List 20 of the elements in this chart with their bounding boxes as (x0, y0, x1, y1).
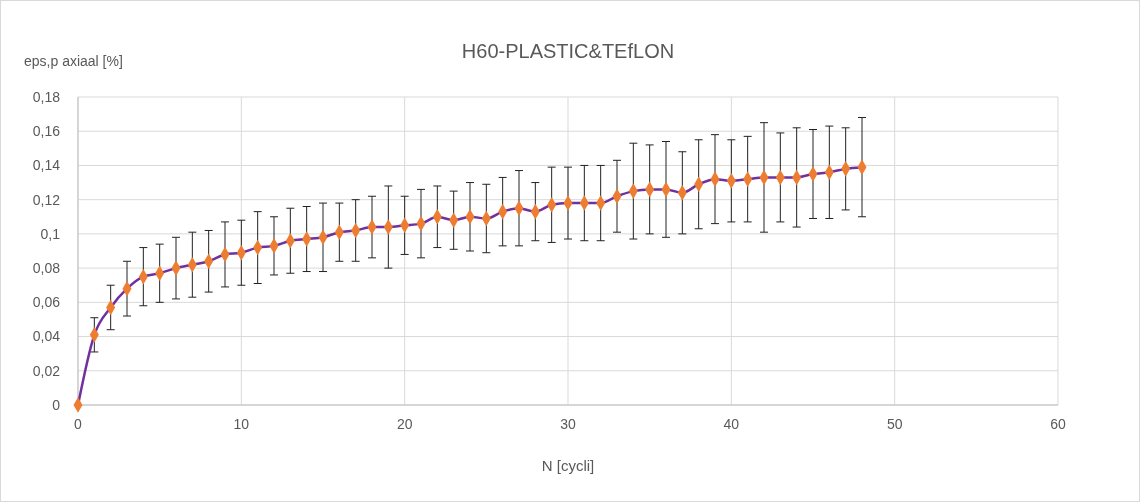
y-axis-title: eps,p axiaal [%] (24, 53, 123, 69)
x-tick-label: 50 (886, 416, 903, 432)
y-tick-label: 0,12 (32, 191, 61, 208)
x-tick-label: 60 (1050, 416, 1066, 432)
x-tick-label: 40 (723, 416, 740, 432)
chart-title: H60-PLASTIC&TEfLON (461, 40, 675, 62)
y-tick-label: 0,1 (40, 225, 61, 242)
y-tick-label: 0,16 (32, 123, 61, 140)
x-tick-label: 30 (560, 416, 576, 432)
y-tick-label: 0,18 (32, 88, 61, 105)
x-tick-label: 10 (233, 416, 250, 432)
y-tick-label: 0 (52, 396, 61, 413)
x-tick-label: 20 (396, 416, 413, 432)
y-tick-label: 0,08 (32, 260, 61, 277)
y-tick-label: 0,06 (32, 294, 61, 311)
y-tick-label: 0,04 (32, 328, 61, 345)
y-tick-label: 0,14 (32, 157, 61, 174)
y-tick-label: 0,02 (32, 362, 61, 379)
x-tick-label: 0 (74, 416, 83, 432)
x-axis-title: N [cycli] (541, 457, 595, 474)
